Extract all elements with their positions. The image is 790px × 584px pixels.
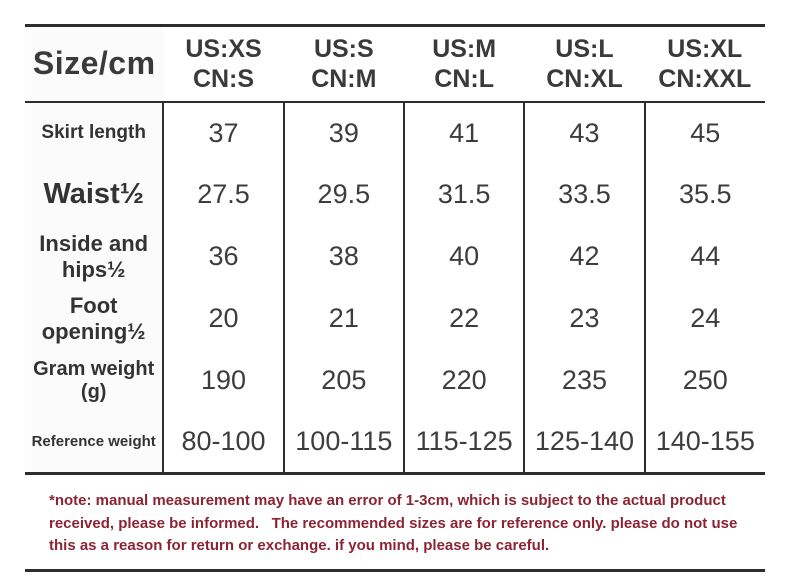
cell-value: 125-140 bbox=[523, 411, 645, 474]
row-label-gram-weight: Gram weight (g) bbox=[25, 349, 164, 412]
table-row-skirt-length: Skirt length 37 39 41 43 45 bbox=[25, 101, 765, 164]
cell-value: 235 bbox=[523, 349, 645, 412]
row-label-foot-opening: Foot opening½ bbox=[25, 287, 164, 350]
cell-value: 39 bbox=[282, 101, 404, 164]
cn-size-label: CN:XL bbox=[546, 64, 623, 93]
row-label-waist: Waist½ bbox=[25, 163, 164, 226]
cell-value: 21 bbox=[282, 287, 404, 350]
us-size-label: US:M bbox=[432, 34, 497, 63]
cell-value: 40 bbox=[402, 225, 525, 288]
cell-value: 37 bbox=[162, 101, 284, 164]
column-header-xl: US:XL CN:XXL bbox=[645, 26, 765, 102]
cell-value: 115-125 bbox=[402, 411, 525, 474]
table-row-waist: Waist½ 27.5 29.5 31.5 33.5 35.5 bbox=[25, 163, 765, 226]
cell-value: 22 bbox=[402, 287, 525, 350]
cell-value: 43 bbox=[523, 101, 645, 164]
cell-value: 100-115 bbox=[282, 411, 404, 474]
cell-value: 205 bbox=[282, 349, 404, 412]
cn-size-label: CN:L bbox=[434, 64, 494, 93]
cell-value: 35.5 bbox=[643, 163, 765, 226]
cell-value: 38 bbox=[282, 225, 404, 288]
us-size-label: US:XS bbox=[185, 34, 262, 63]
cell-value: 44 bbox=[643, 225, 765, 288]
cell-value: 36 bbox=[162, 225, 284, 288]
cell-value: 24 bbox=[643, 287, 765, 350]
size-chart-table: Size/cm US:XS CN:S US:S CN:M US:M CN:L U… bbox=[25, 24, 765, 475]
us-size-label: US:L bbox=[555, 34, 614, 63]
table-row-inside-and-hips: Inside and hips½ 36 38 40 42 44 bbox=[25, 225, 765, 288]
cell-value: 23 bbox=[523, 287, 645, 350]
measurement-disclaimer-note: *note: manual measurement may have an er… bbox=[49, 492, 738, 554]
table-row-gram-weight: Gram weight (g) 190 205 220 235 250 bbox=[25, 349, 765, 412]
column-header-l: US:L CN:XL bbox=[524, 26, 644, 102]
cell-value: 220 bbox=[402, 349, 525, 412]
bottom-divider bbox=[25, 568, 765, 572]
cell-value: 190 bbox=[162, 349, 284, 412]
cell-value: 45 bbox=[643, 101, 765, 164]
row-label-skirt-length: Skirt length bbox=[25, 101, 164, 164]
us-size-label: US:XL bbox=[667, 34, 743, 63]
table-row-reference-weight: Reference weight 80-100 100-115 115-125 … bbox=[25, 411, 765, 474]
cell-value: 20 bbox=[162, 287, 284, 350]
cell-value: 31.5 bbox=[402, 163, 525, 226]
row-label-reference-weight: Reference weight bbox=[25, 411, 164, 474]
cn-size-label: CN:M bbox=[311, 64, 377, 93]
column-header-s: US:S CN:M bbox=[284, 26, 404, 102]
column-header-xs: US:XS CN:S bbox=[163, 26, 283, 102]
us-size-label: US:S bbox=[313, 34, 374, 63]
header-row: Size/cm US:XS CN:S US:S CN:M US:M CN:L U… bbox=[25, 25, 765, 102]
cell-value: 29.5 bbox=[282, 163, 404, 226]
cn-size-label: CN:S bbox=[192, 64, 255, 93]
column-header-m: US:M CN:L bbox=[404, 26, 524, 102]
cell-value: 42 bbox=[523, 225, 645, 288]
cell-value: 140-155 bbox=[643, 411, 765, 474]
cell-value: 27.5 bbox=[162, 163, 284, 226]
cell-value: 33.5 bbox=[523, 163, 645, 226]
cn-size-label: CN:XXL bbox=[658, 64, 752, 93]
corner-header-size-cm: Size/cm bbox=[25, 25, 164, 102]
cell-value: 41 bbox=[402, 101, 525, 164]
cell-value: 250 bbox=[643, 349, 765, 412]
table-row-foot-opening: Foot opening½ 20 21 22 23 24 bbox=[25, 287, 765, 350]
row-label-inside-and-hips: Inside and hips½ bbox=[25, 225, 164, 288]
cell-value: 80-100 bbox=[162, 411, 284, 474]
